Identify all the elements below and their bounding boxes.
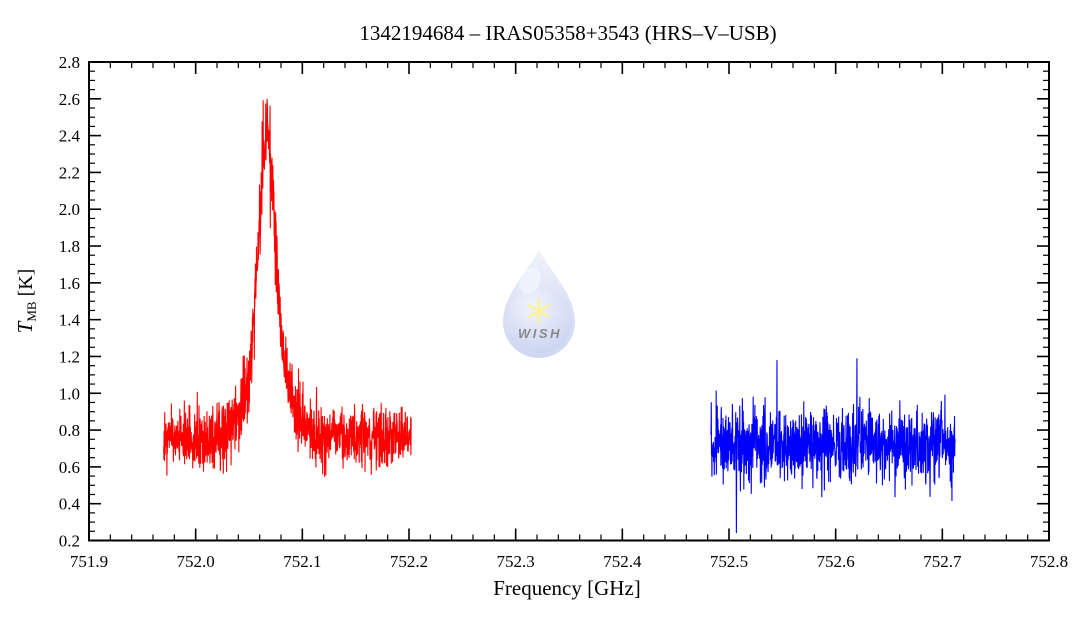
y-axis-label: TMB [K] <box>13 269 39 334</box>
plot-frame <box>88 61 1050 542</box>
y-tick-label: 0.8 <box>59 421 80 440</box>
y-tick-label: 2.2 <box>59 163 80 182</box>
y-tick-label: 2.4 <box>59 127 81 146</box>
x-tick-label: 752.6 <box>817 552 855 571</box>
x-tick-label: 752.0 <box>177 552 215 571</box>
y-tick-label: 0.4 <box>59 495 81 514</box>
y-tick-label: 2.0 <box>59 200 80 219</box>
y-tick-label: 1.6 <box>59 274 80 293</box>
x-tick-label: 752.5 <box>710 552 748 571</box>
chart-title: 1342194684 – IRAS05358+3543 (HRS–V–USB) <box>359 21 776 45</box>
x-tick-label: 752.7 <box>923 552 962 571</box>
y-tick-label: 1.4 <box>59 311 81 330</box>
x-tick-label: 752.3 <box>497 552 535 571</box>
x-tick-label: 752.4 <box>603 552 642 571</box>
spectrum-red <box>163 98 412 477</box>
x-tick-label: 751.9 <box>70 552 108 571</box>
y-tick-label: 2.8 <box>59 53 80 72</box>
drop-glint <box>519 267 541 295</box>
y-tick-label: 0.2 <box>59 532 80 551</box>
star-icon <box>528 298 550 324</box>
wish-watermark-logo: WISH <box>503 250 575 358</box>
tick-labels: 751.9 752.0 752.1 752.2 752.3 752.4 752.5 752.6… <box>59 53 1068 571</box>
star-center <box>536 308 542 314</box>
y-tick-label: 1.0 <box>59 384 80 403</box>
spectrum-blue <box>710 358 956 534</box>
series-layer <box>163 98 956 534</box>
x-tick-label: 752.1 <box>283 552 321 571</box>
y-tick-label: 0.6 <box>59 458 80 477</box>
x-axis-label: Frequency [GHz] <box>493 576 641 600</box>
y-tick-label: 2.6 <box>59 90 80 109</box>
y-tick-label: 1.2 <box>59 347 80 366</box>
x-tick-label: 752.2 <box>390 552 428 571</box>
y-tick-label: 1.8 <box>59 237 80 256</box>
x-tick-label: 752.8 <box>1030 552 1068 571</box>
wish-label: WISH <box>518 326 562 341</box>
